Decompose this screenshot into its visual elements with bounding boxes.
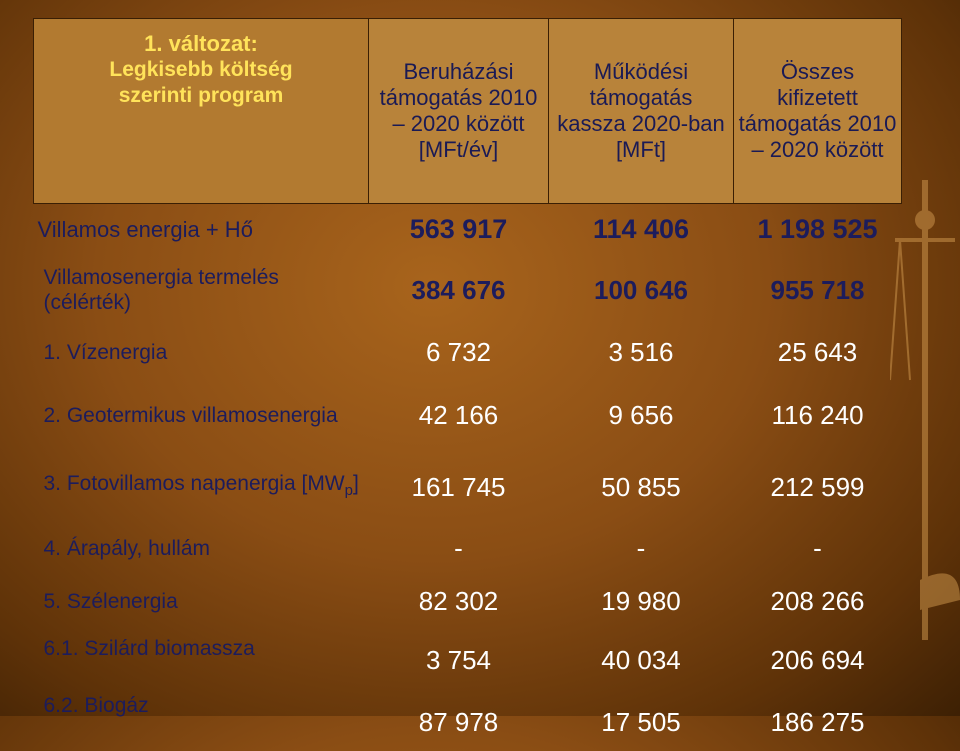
cell-value: 3 516 xyxy=(608,336,674,367)
cell-value: 114 406 xyxy=(592,213,690,244)
row-label-subscript: p xyxy=(344,482,353,500)
row-label: 1. Vízenergia xyxy=(43,340,168,364)
table-row: Villamosenergia termelés (célérték) 384 … xyxy=(34,254,902,326)
scales-decoration xyxy=(890,180,960,640)
variant-subtitle-1: Legkisebb költség xyxy=(109,58,293,81)
row-label: 5. Szélenergia xyxy=(43,589,178,613)
row-label-bracket: ] xyxy=(352,471,359,495)
table-row: 4. Árapály, hullám - - - xyxy=(34,522,902,574)
row-label: 2. Geotermikus villamosenergia xyxy=(43,403,338,427)
cell-value: 161 745 xyxy=(411,471,506,502)
cell-value: 40 034 xyxy=(601,645,681,675)
variant-title: 1. változat: xyxy=(144,31,258,56)
support-table: 1. változat: Legkisebb költség szerinti … xyxy=(33,18,902,751)
header-row: 1. változat: Legkisebb költség szerinti … xyxy=(33,18,902,204)
cell-value: 9 656 xyxy=(608,399,674,430)
col-header-total: Összes kifizetett támogatás 2010 – 2020 … xyxy=(733,18,902,204)
cell-value: - xyxy=(454,532,463,563)
cell-value: 25 643 xyxy=(777,336,858,367)
table-row: 6.2. Biogáz 87 978 17 505 186 275 xyxy=(34,693,902,751)
corner-title: 1. változat: Legkisebb költség szerinti … xyxy=(33,18,369,204)
cell-value: 17 505 xyxy=(601,706,681,737)
table-row: 5. Szélenergia 82 302 19 980 208 266 xyxy=(34,574,902,628)
row-label: Villamosenergia termelés (célérték) xyxy=(43,266,279,314)
table-row: 6.1. Szilárd biomassza 3 754 40 034 206 … xyxy=(34,628,902,693)
cell-value: - xyxy=(813,532,822,563)
row-label-text: 3. Fotovillamos napenergia [MW xyxy=(43,471,345,495)
cell-value: 19 980 xyxy=(601,585,681,616)
cell-value: 186 275 xyxy=(770,706,865,737)
cell-value: 50 855 xyxy=(601,471,681,502)
col-header-investment: Beruházási támogatás 2010 – 2020 között … xyxy=(368,18,549,204)
table-row: 2. Geotermikus villamosenergia 42 166 9 … xyxy=(34,378,902,452)
table-row: 3. Fotovillamos napenergia [MWp] 161 745… xyxy=(34,452,902,522)
cell-value: 6 732 xyxy=(425,336,492,367)
row-label: 6.1. Szilárd biomassza xyxy=(43,637,255,660)
cell-value: 563 917 xyxy=(409,213,508,244)
row-label: 6.2. Biogáz xyxy=(43,694,149,717)
cell-value: 1 198 525 xyxy=(757,213,878,244)
cell-value: 100 646 xyxy=(594,274,688,305)
variant-subtitle-2: szerinti program xyxy=(118,84,284,107)
row-label: 3. Fotovillamos napenergia [MWp] xyxy=(34,452,369,522)
cell-value: 82 302 xyxy=(418,585,499,616)
table-row: Villamos energia + Hő 563 917 114 406 1 … xyxy=(34,204,902,255)
cell-value: 384 676 xyxy=(411,274,506,305)
col-header-operating: Működési támogatás kassza 2020-ban [MFt] xyxy=(548,18,734,204)
cell-value: 955 718 xyxy=(770,274,865,305)
cell-value: 208 266 xyxy=(770,585,865,616)
cell-value: 3 754 xyxy=(425,645,492,675)
cell-value: 87 978 xyxy=(418,706,499,737)
cell-value: 212 599 xyxy=(770,471,865,502)
cell-value: 42 166 xyxy=(418,399,499,430)
cell-value: - xyxy=(636,532,646,563)
row-label: 4. Árapály, hullám xyxy=(43,536,211,560)
cell-value: 116 240 xyxy=(771,399,864,430)
table-row: 1. Vízenergia 6 732 3 516 25 643 xyxy=(34,326,902,378)
row-label: Villamos energia + Hő xyxy=(37,216,253,242)
cell-value: 206 694 xyxy=(770,645,865,675)
